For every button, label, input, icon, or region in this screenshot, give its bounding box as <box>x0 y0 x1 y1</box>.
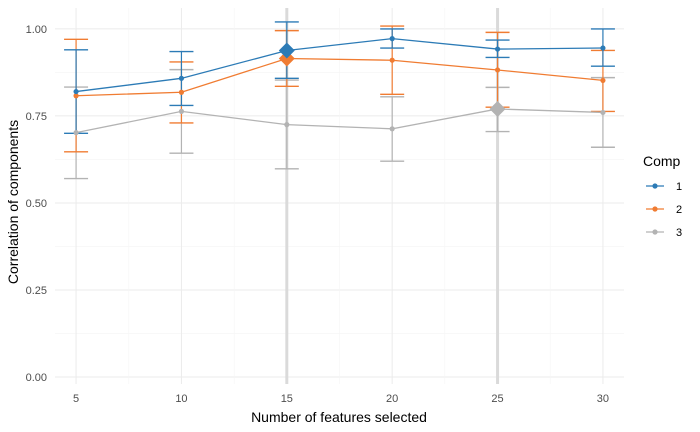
series-point-1 <box>600 45 606 51</box>
y-axis-title: Correlation of components <box>5 120 21 284</box>
y-tick-label: 0.00 <box>26 372 47 384</box>
series-diamond-marker-1 <box>278 42 295 59</box>
series-point-3 <box>178 108 185 114</box>
x-tick-label: 10 <box>175 393 187 405</box>
legend-key-point <box>652 206 658 212</box>
y-tick-label: 1.00 <box>26 24 47 36</box>
legend-key-point <box>652 183 658 189</box>
legend-items: 1 2 3 <box>646 181 682 239</box>
series-point-1 <box>389 36 395 42</box>
error-bars <box>64 21 615 180</box>
series-line-1 <box>75 37 603 93</box>
series-point-2 <box>178 89 185 95</box>
series-point-2 <box>73 93 79 99</box>
series-lines <box>75 37 603 134</box>
x-tick-label: 15 <box>281 393 293 405</box>
series-line-2 <box>76 57 603 97</box>
series-point-1 <box>494 46 501 52</box>
series-point-3 <box>389 126 395 132</box>
series-point-2 <box>600 77 606 84</box>
x-tick-label: 20 <box>386 393 398 405</box>
y-axis-ticks: 0.00 0.25 0.50 0.75 1.00 <box>26 24 47 384</box>
series-point-2 <box>494 67 501 73</box>
series-points <box>73 36 606 136</box>
x-axis-title: Number of features selected <box>251 409 427 425</box>
series-line-3 <box>75 108 603 134</box>
y-tick-label: 0.50 <box>26 198 47 210</box>
legend-key-point <box>652 229 658 235</box>
x-tick-label: 25 <box>491 393 503 405</box>
x-axis-ticks: 5 10 15 20 25 30 <box>73 393 609 405</box>
grid <box>55 8 624 384</box>
legend-title: Comp <box>643 153 681 169</box>
y-tick-label: 0.25 <box>26 285 47 297</box>
series-point-2 <box>389 57 395 63</box>
legend-label: 2 <box>676 204 682 216</box>
legend: Comp 1 2 3 <box>643 153 682 239</box>
series-point-3 <box>284 122 290 128</box>
legend-label: 1 <box>676 181 682 193</box>
x-tick-label: 30 <box>597 393 609 405</box>
x-tick-label: 5 <box>73 393 79 405</box>
y-tick-label: 0.75 <box>26 111 47 123</box>
series-diamond-marker-2 <box>278 50 295 67</box>
series-point-3 <box>600 109 606 116</box>
series-point-1 <box>73 88 79 95</box>
legend-label: 3 <box>676 227 682 239</box>
series-point-1 <box>178 75 185 81</box>
series-diamond-marker-3 <box>489 100 506 117</box>
series-point-3 <box>73 130 79 136</box>
